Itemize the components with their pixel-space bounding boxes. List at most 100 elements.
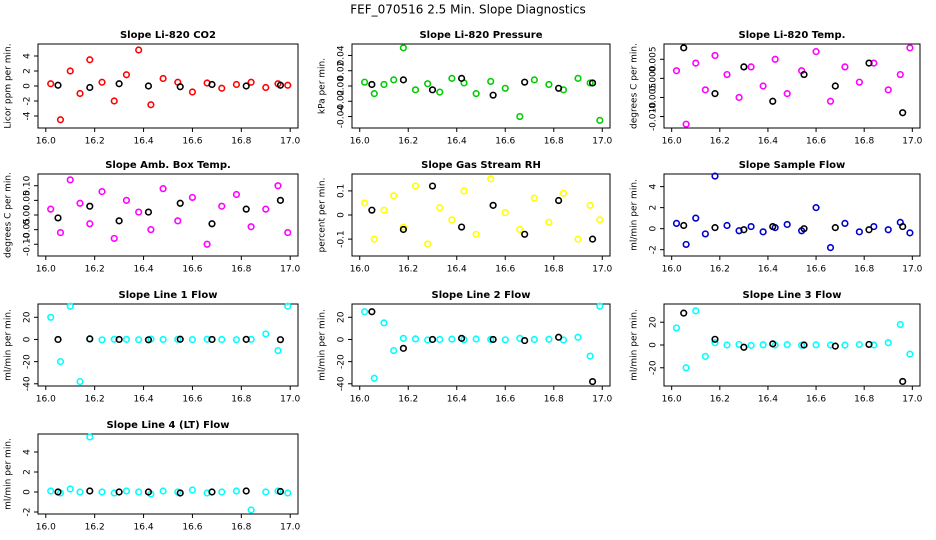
panel-title: Slope Line 1 Flow — [119, 290, 218, 301]
x-tick-label: 16.4 — [758, 137, 778, 147]
point — [588, 235, 597, 243]
point — [759, 341, 767, 349]
point — [436, 204, 444, 212]
point — [711, 172, 719, 180]
point — [448, 216, 456, 224]
point — [899, 222, 907, 231]
y-tick-label: -0.10 — [23, 232, 33, 256]
y-tick-label: 20 — [23, 311, 33, 323]
y-axis-label: ml/min per min. — [318, 309, 328, 381]
point — [86, 433, 94, 441]
point — [208, 335, 216, 344]
point — [390, 346, 398, 355]
x-tick-label: 17.0 — [592, 137, 612, 147]
y-tick-label: 0.1 — [337, 184, 347, 198]
point — [682, 364, 690, 372]
point — [596, 302, 604, 310]
y-axis-label: ml/min per min. — [4, 309, 14, 381]
point — [586, 79, 594, 87]
point — [284, 81, 292, 89]
point — [176, 199, 184, 207]
y-tick-label: 20 — [649, 316, 659, 328]
point — [360, 78, 369, 86]
point — [783, 90, 791, 98]
point — [54, 488, 62, 496]
figure-title: FEF_070516 2.5 Min. Slope Diagnostics — [350, 3, 586, 17]
point — [501, 208, 509, 217]
y-tick-label: -0.1 — [337, 230, 347, 248]
point — [188, 88, 197, 96]
point — [487, 335, 495, 344]
x-tick-label: 16.2 — [398, 265, 418, 275]
point — [723, 221, 731, 230]
point — [472, 90, 480, 98]
x-tick-label: 16.0 — [36, 137, 56, 147]
point — [110, 234, 118, 243]
point — [672, 67, 681, 75]
point — [399, 76, 407, 84]
point — [159, 487, 167, 495]
y-tick-label: 0 — [23, 489, 33, 495]
point — [855, 78, 863, 86]
y-tick-label: 0.05 — [23, 190, 33, 210]
point — [841, 219, 849, 228]
point — [711, 335, 719, 343]
x-tick-label: 16.8 — [231, 137, 251, 147]
point — [899, 109, 907, 117]
y-tick-label: -0.04 — [337, 105, 347, 129]
y-tick-label: -4 — [23, 111, 33, 120]
x-tick-label: 17.0 — [592, 395, 612, 405]
point — [135, 488, 143, 496]
y-tick-label: 0.02 — [337, 61, 347, 81]
point — [176, 335, 184, 343]
point — [800, 341, 808, 349]
x-tick-label: 16.4 — [447, 137, 467, 147]
y-axis-label: percent per min. — [318, 178, 328, 253]
point — [115, 217, 123, 225]
point — [448, 335, 456, 343]
point — [884, 226, 892, 234]
y-tick-label: 0 — [337, 212, 347, 218]
point — [411, 86, 420, 94]
x-tick-label: 17.0 — [280, 137, 300, 147]
point — [831, 342, 839, 350]
point — [262, 488, 270, 496]
point — [147, 101, 155, 109]
point — [740, 226, 748, 234]
point — [122, 71, 131, 79]
point — [159, 335, 167, 344]
x-tick-label: 16.4 — [447, 265, 467, 275]
point — [530, 76, 538, 84]
x-tick-label: 16.4 — [758, 395, 778, 405]
point — [545, 335, 553, 343]
point — [831, 224, 839, 232]
point — [501, 84, 509, 92]
point — [54, 81, 62, 89]
y-tick-label: -0.02 — [337, 90, 347, 113]
point — [399, 44, 407, 52]
point — [680, 221, 688, 230]
point — [831, 82, 839, 90]
y-tick-label: 0.005 — [649, 46, 659, 72]
point — [588, 377, 597, 386]
point — [521, 78, 529, 86]
point — [769, 340, 777, 348]
x-tick-label: 16.2 — [85, 265, 105, 275]
panel-title: Slope Li-820 Temp. — [739, 30, 846, 41]
point — [747, 341, 755, 349]
point — [135, 208, 143, 216]
point — [242, 335, 250, 343]
y-tick-label: -0.005 — [649, 83, 659, 112]
point — [188, 486, 197, 494]
point — [247, 223, 255, 231]
point — [906, 229, 914, 237]
point — [276, 336, 285, 344]
point — [711, 90, 719, 98]
point — [489, 91, 497, 99]
point — [218, 335, 226, 344]
x-tick-label: 17.0 — [592, 265, 612, 275]
point — [399, 334, 407, 342]
point — [841, 63, 849, 71]
point — [574, 333, 582, 341]
y-tick-label: 4 — [23, 449, 33, 455]
